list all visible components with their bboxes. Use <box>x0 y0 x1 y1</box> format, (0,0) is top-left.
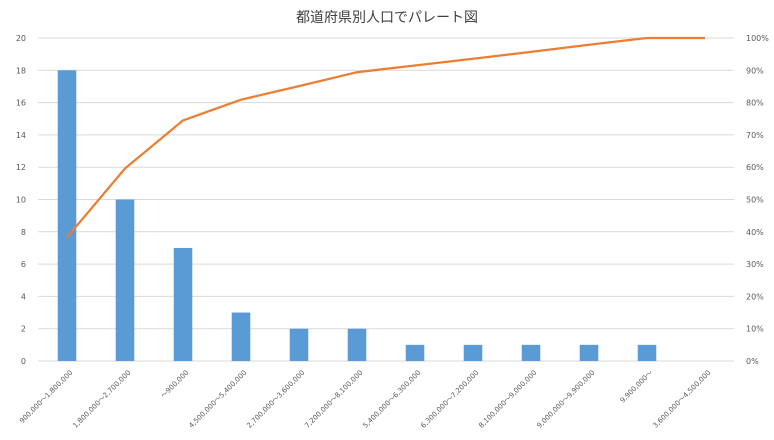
left-tick-label: 2 <box>21 325 26 334</box>
x-tick-label: 9,000,000～9,900,000 <box>535 369 596 430</box>
right-tick-label: 100% <box>746 34 769 43</box>
bar <box>57 70 77 362</box>
right-tick-label: 70% <box>746 131 764 140</box>
right-tick-label: 90% <box>746 66 764 75</box>
right-tick-label: 50% <box>746 196 764 205</box>
bar <box>231 312 251 361</box>
bar <box>405 344 425 361</box>
x-tick-label: 1,800,000～2,700,000 <box>71 369 132 430</box>
left-tick-label: 0 <box>21 357 26 366</box>
x-tick-label: 5,400,000～6,300,000 <box>361 369 422 430</box>
right-tick-label: 60% <box>746 163 764 172</box>
cumulative-line-layer <box>66 36 705 239</box>
bar <box>637 344 657 361</box>
x-tick-label: 8,100,000～9,000,000 <box>477 369 538 430</box>
right-axis-ticks: 0% 10% 20% 30% 40% 50% 60% 70% 80% 90% 100% <box>746 34 769 366</box>
left-tick-label: 20 <box>16 34 26 43</box>
left-tick-label: 8 <box>21 228 26 237</box>
left-tick-label: 18 <box>16 66 26 75</box>
left-tick-label: 16 <box>16 99 26 108</box>
x-tick-label: 3,600,000～4,500,000 <box>651 369 712 430</box>
left-tick-label: 10 <box>16 196 26 205</box>
bar <box>173 247 193 361</box>
bar <box>115 199 135 361</box>
bar <box>463 344 483 361</box>
left-axis-ticks: 0 2 4 6 8 10 12 14 16 18 20 <box>16 34 26 366</box>
left-tick-label: 4 <box>21 292 26 301</box>
x-tick-label: 4,500,000～5,400,000 <box>187 369 248 430</box>
cumulative-percent-line <box>66 36 705 239</box>
right-tick-label: 20% <box>746 292 764 301</box>
bar <box>347 328 367 361</box>
x-tick-label: 900,000～1,800,000 <box>18 369 74 425</box>
chart-title: 都道府県別人口でパレート図 <box>296 10 478 26</box>
x-tick-label: 6,300,000～7,200,000 <box>419 369 480 430</box>
left-tick-label: 12 <box>16 163 26 172</box>
right-tick-label: 40% <box>746 228 764 237</box>
right-tick-label: 30% <box>746 260 764 269</box>
gridlines <box>38 37 734 330</box>
bar <box>521 344 541 361</box>
x-tick-label: ～900,000 <box>159 369 190 400</box>
right-tick-label: 10% <box>746 325 764 334</box>
x-tick-label: 7,200,000～8,100,000 <box>303 369 364 430</box>
bars <box>57 70 657 362</box>
bar <box>289 328 309 361</box>
left-tick-label: 14 <box>16 131 26 140</box>
left-tick-label: 6 <box>21 260 26 269</box>
right-tick-label: 0% <box>746 357 759 366</box>
bar <box>579 344 599 361</box>
x-tick-label: 2,700,000～3,600,000 <box>245 369 306 430</box>
x-tick-label: 9,900,000～ <box>619 369 655 405</box>
right-tick-label: 80% <box>746 99 764 108</box>
